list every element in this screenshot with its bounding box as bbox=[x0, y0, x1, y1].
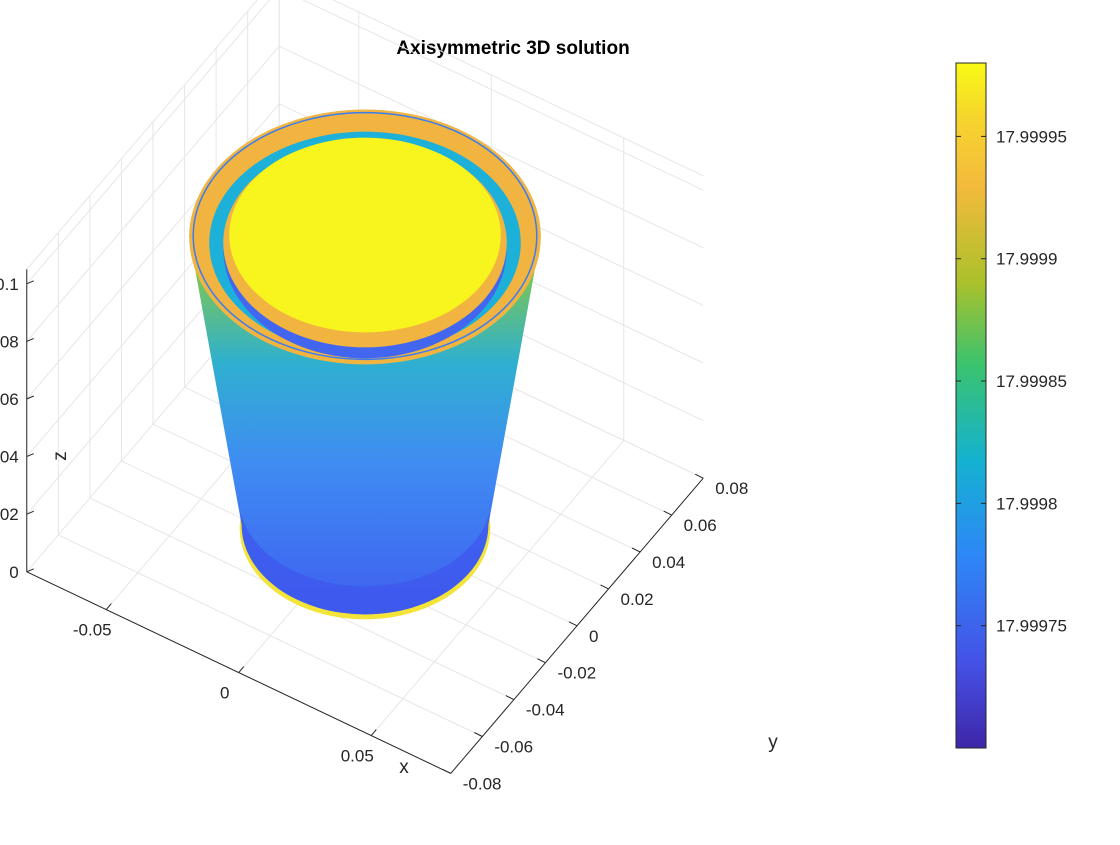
y-tick bbox=[695, 473, 704, 479]
grid-line bbox=[26, 0, 258, 270]
y-tick bbox=[663, 510, 672, 516]
z-tick-label: 0.08 bbox=[0, 332, 19, 351]
colorbar-tick-label: 17.9999 bbox=[996, 250, 1057, 269]
x-tick bbox=[105, 603, 112, 610]
grid-line bbox=[332, 0, 704, 177]
rim-edge bbox=[192, 111, 538, 361]
x-tick-label: 0.05 bbox=[341, 747, 374, 766]
x-tick-label: 0 bbox=[220, 684, 229, 703]
grid-line bbox=[302, 0, 704, 191]
y-tick bbox=[631, 547, 641, 553]
y-tick-label: -0.06 bbox=[494, 738, 533, 757]
top-surface bbox=[229, 137, 501, 333]
grid-line bbox=[279, 45, 704, 249]
y-tick-label: 0.06 bbox=[684, 516, 717, 535]
y-tick-label: -0.04 bbox=[526, 701, 565, 720]
z-tick bbox=[26, 453, 34, 458]
y-tick bbox=[537, 658, 546, 664]
y-tick bbox=[442, 768, 451, 774]
grid-line bbox=[58, 534, 483, 737]
y-tick-label: 0 bbox=[589, 627, 598, 646]
y-tick bbox=[474, 732, 483, 737]
y-tick-label: 0.08 bbox=[715, 479, 748, 498]
y-axis: -0.08 -0.06 -0.04 -0.02 0 0.02 0.04 0.06 0.08 bbox=[442, 473, 748, 793]
y-tick bbox=[505, 695, 515, 701]
colorbar-ticks: 17.99975 17.9998 17.99985 17.9999 17.99995 bbox=[956, 127, 1067, 636]
colorbar-tick-label: 17.9998 bbox=[996, 494, 1057, 513]
z-tick-label: 0.02 bbox=[0, 505, 19, 524]
z-axis: 0 0.02 0.04 0.06 0.08 0.1 bbox=[0, 275, 34, 582]
z-tick bbox=[26, 568, 34, 573]
grid-line bbox=[26, 0, 271, 285]
y-tick-label: -0.08 bbox=[463, 774, 502, 793]
z-tick bbox=[26, 395, 34, 400]
surface-body bbox=[189, 109, 541, 620]
y-tick-label: 0.04 bbox=[652, 553, 685, 572]
x-tick bbox=[238, 666, 245, 673]
y-tick bbox=[600, 584, 609, 590]
x-axis-label: x bbox=[399, 757, 409, 778]
z-tick-label: 0.1 bbox=[0, 275, 19, 294]
z-tick bbox=[26, 510, 34, 515]
z-tick-label: 0.04 bbox=[0, 448, 19, 467]
colorbar-tick-label: 17.99995 bbox=[996, 127, 1067, 146]
grid-line bbox=[26, 45, 280, 342]
x-tick-label: -0.05 bbox=[73, 621, 112, 640]
cup-base-band bbox=[238, 497, 492, 615]
colorbar-tick-label: 17.99985 bbox=[996, 372, 1067, 391]
z-tick bbox=[26, 337, 34, 342]
colorbar-gradient bbox=[955, 62, 987, 749]
x-axis: -0.05 0 0.05 bbox=[73, 603, 377, 766]
z-tick-label: 0 bbox=[9, 563, 18, 582]
y-axis-line bbox=[450, 477, 704, 774]
y-tick-label: 0.02 bbox=[621, 590, 654, 609]
y-tick bbox=[568, 621, 578, 627]
z-tick bbox=[26, 280, 34, 285]
chart-title: Axisymmetric 3D solution bbox=[396, 38, 629, 59]
y-tick-label: -0.02 bbox=[557, 664, 596, 683]
z-tick-label: 0.06 bbox=[0, 390, 19, 409]
z-axis-label: z bbox=[50, 451, 71, 461]
x-tick bbox=[370, 729, 377, 736]
colorbar-tick-label: 17.99975 bbox=[996, 617, 1067, 636]
y-axis-label: y bbox=[768, 732, 778, 753]
colorbar: 17.99975 17.9998 17.99985 17.9999 17.99995 bbox=[955, 62, 1067, 749]
